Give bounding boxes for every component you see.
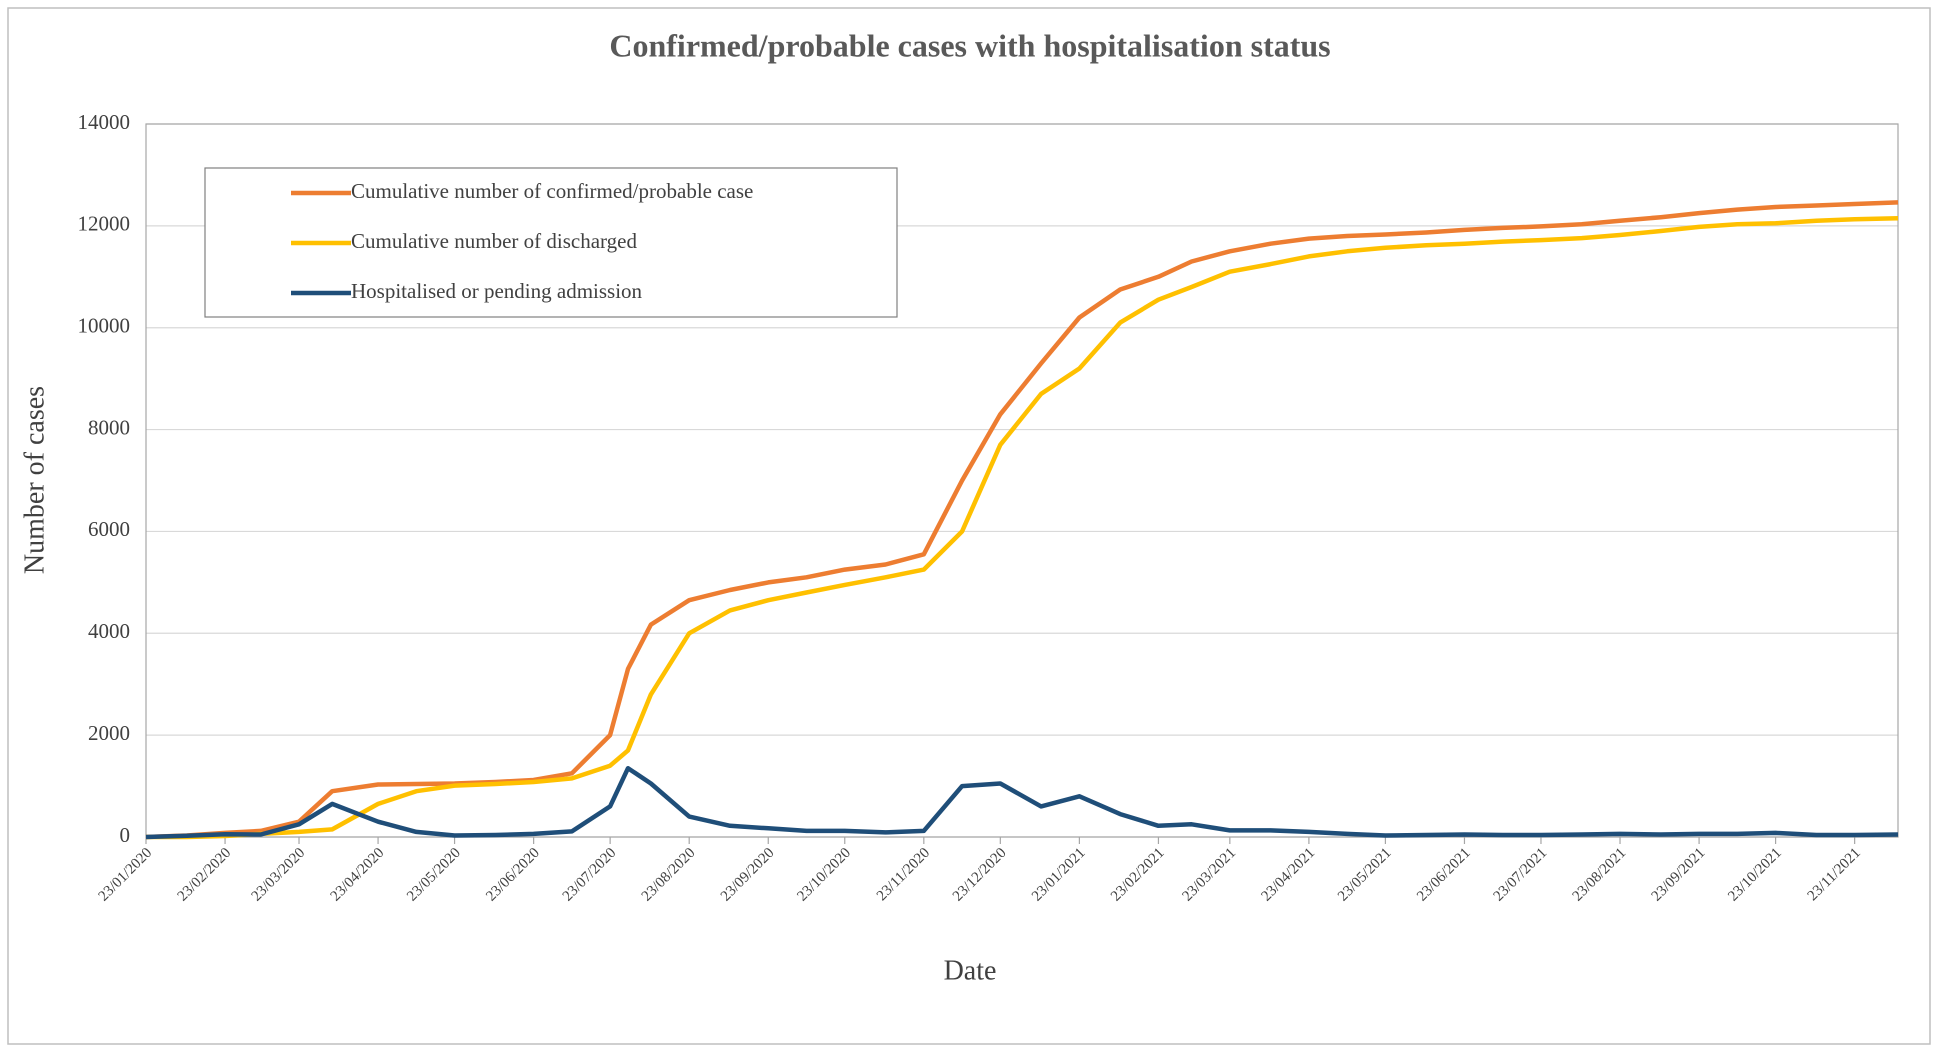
x-tick-label: 23/02/2020 <box>175 845 235 905</box>
plot-border <box>145 123 1899 838</box>
x-tick-label: 23/05/2021 <box>1335 845 1395 905</box>
chart-border <box>7 7 1931 1045</box>
x-tick-label: 23/03/2021 <box>1179 845 1239 905</box>
data-line <box>146 215 1899 840</box>
x-tick-label: 23/01/2021 <box>1029 845 1089 905</box>
x-tick-label: 23/04/2020 <box>328 845 388 905</box>
x-tick-label: 23/07/2021 <box>1491 845 1551 905</box>
y-tick-label: 12000 <box>78 212 131 236</box>
x-tick-label: 23/10/2020 <box>794 845 854 905</box>
y-tick-label: 10000 <box>78 314 131 338</box>
x-tick-label: 23/04/2021 <box>1259 845 1319 905</box>
chart-title: Confirmed/probable cases with hospitalis… <box>609 27 1330 63</box>
x-tick-label: 23/08/2020 <box>639 845 699 905</box>
x-tick-label: 23/01/2020 <box>96 845 156 905</box>
y-tick-label: 0 <box>120 823 131 847</box>
y-tick-label: 2000 <box>88 721 130 745</box>
y-tick-label: 8000 <box>88 415 130 439</box>
data-line <box>145 765 1899 840</box>
x-tick-label: 23/11/2021 <box>1805 845 1864 904</box>
x-tick-label: 23/06/2020 <box>483 845 543 905</box>
x-tick-label: 23/06/2021 <box>1414 845 1474 905</box>
x-tick-label: 23/07/2020 <box>560 845 620 905</box>
x-tick-label: 23/10/2021 <box>1725 845 1785 905</box>
data-line <box>145 200 1899 840</box>
x-tick-label: 23/12/2020 <box>950 845 1010 905</box>
y-tick-label: 6000 <box>88 517 130 541</box>
x-axis-label: Date <box>944 955 997 986</box>
x-tick-label: 23/03/2020 <box>249 845 309 905</box>
x-tick-label: 23/09/2021 <box>1649 845 1709 905</box>
x-tick-label: 23/09/2020 <box>718 845 778 905</box>
x-tick-label: 23/02/2021 <box>1108 845 1168 905</box>
y-tick-label: 4000 <box>88 619 130 643</box>
x-tick-label: 23/11/2020 <box>874 845 933 904</box>
x-tick-label: 23/05/2020 <box>404 845 464 905</box>
legend-label: Hospitalised or pending admission <box>351 279 643 303</box>
y-axis-label: Number of cases <box>19 386 50 574</box>
legend-label: Cumulative number of discharged <box>351 229 637 253</box>
x-tick-label: 23/08/2021 <box>1570 845 1630 905</box>
y-tick-label: 14000 <box>78 110 131 134</box>
legend-label: Cumulative number of confirmed/probable … <box>351 179 753 203</box>
